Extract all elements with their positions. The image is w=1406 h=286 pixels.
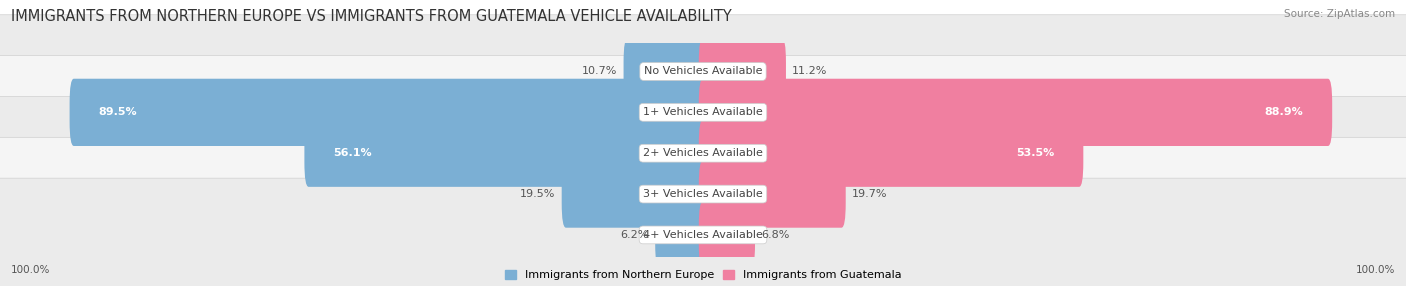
Text: 1+ Vehicles Available: 1+ Vehicles Available — [643, 107, 763, 117]
Text: 2+ Vehicles Available: 2+ Vehicles Available — [643, 148, 763, 158]
Text: 53.5%: 53.5% — [1017, 148, 1054, 158]
Text: 56.1%: 56.1% — [333, 148, 371, 158]
FancyBboxPatch shape — [0, 137, 1406, 251]
FancyBboxPatch shape — [69, 79, 707, 146]
Text: 100.0%: 100.0% — [11, 265, 51, 275]
Text: 4+ Vehicles Available: 4+ Vehicles Available — [643, 230, 763, 240]
FancyBboxPatch shape — [655, 201, 707, 269]
FancyBboxPatch shape — [699, 160, 846, 228]
Text: 11.2%: 11.2% — [793, 67, 828, 76]
Text: 3+ Vehicles Available: 3+ Vehicles Available — [643, 189, 763, 199]
FancyBboxPatch shape — [0, 55, 1406, 169]
FancyBboxPatch shape — [0, 178, 1406, 286]
FancyBboxPatch shape — [304, 120, 707, 187]
Text: 6.2%: 6.2% — [620, 230, 650, 240]
Text: 19.7%: 19.7% — [852, 189, 887, 199]
Text: 88.9%: 88.9% — [1264, 107, 1303, 117]
Text: 100.0%: 100.0% — [1355, 265, 1395, 275]
FancyBboxPatch shape — [624, 38, 707, 105]
Text: IMMIGRANTS FROM NORTHERN EUROPE VS IMMIGRANTS FROM GUATEMALA VEHICLE AVAILABILIT: IMMIGRANTS FROM NORTHERN EUROPE VS IMMIG… — [11, 9, 733, 23]
Text: 19.5%: 19.5% — [520, 189, 555, 199]
Text: Source: ZipAtlas.com: Source: ZipAtlas.com — [1284, 9, 1395, 19]
FancyBboxPatch shape — [0, 15, 1406, 128]
FancyBboxPatch shape — [699, 120, 1084, 187]
FancyBboxPatch shape — [562, 160, 707, 228]
FancyBboxPatch shape — [699, 38, 786, 105]
Text: 6.8%: 6.8% — [762, 230, 790, 240]
FancyBboxPatch shape — [699, 79, 1333, 146]
Text: 10.7%: 10.7% — [582, 67, 617, 76]
FancyBboxPatch shape — [699, 201, 755, 269]
Text: No Vehicles Available: No Vehicles Available — [644, 67, 762, 76]
FancyBboxPatch shape — [0, 96, 1406, 210]
Text: 89.5%: 89.5% — [98, 107, 136, 117]
Legend: Immigrants from Northern Europe, Immigrants from Guatemala: Immigrants from Northern Europe, Immigra… — [505, 270, 901, 281]
